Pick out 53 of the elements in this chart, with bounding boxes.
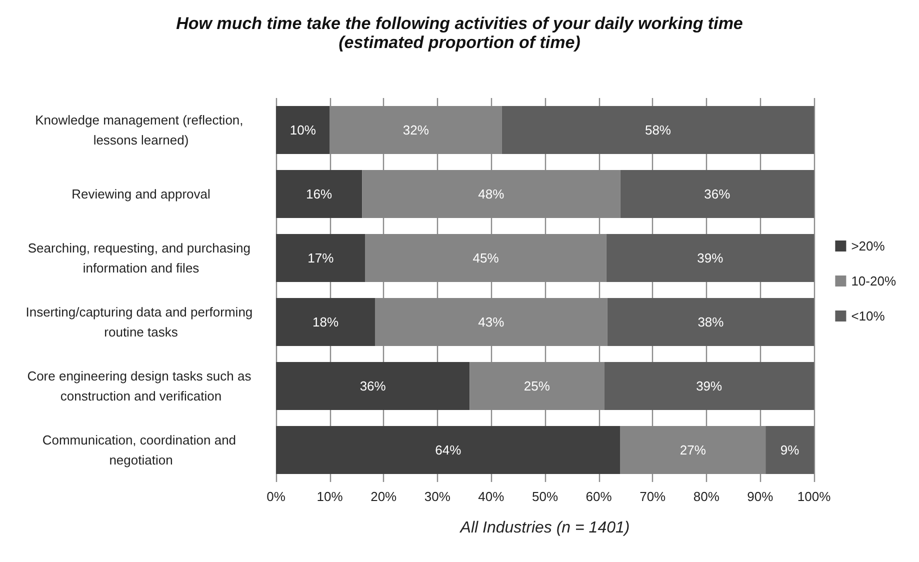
data-label: 45% [472,250,500,266]
bar [604,362,814,410]
x-tick-label: 10% [316,489,344,504]
data-label: 48% [478,186,505,202]
data-label: 9% [780,442,800,458]
bar [276,106,330,154]
data-label: 38% [698,314,724,330]
y-tick-label: Reviewing and approval [72,186,210,202]
y-tick-label: Inserting/capturing data and performing routine tasks [26,304,256,340]
data-label: 43% [478,314,505,330]
x-tick-label: 80% [693,489,720,504]
data-label: 36% [360,378,386,394]
data-label: 36% [704,186,731,202]
data-label: 39% [697,250,724,266]
bar [766,426,814,474]
x-tick-label: 0% [266,489,286,504]
chart-subtitle: (estimated proportion of time) [338,33,581,52]
x-tick-label: 60% [586,489,612,504]
data-label: 25% [524,378,550,394]
data-label: 17% [308,250,334,266]
data-label: 64% [435,442,462,458]
x-tick-label: 20% [370,489,398,504]
bar [607,298,814,346]
bar [502,106,814,154]
data-label: 32% [402,122,430,138]
data-label: 39% [696,378,723,394]
y-tick-label: Core engineering design tasks such as construction and verification [27,368,255,404]
x-tick-label: 40% [478,489,505,504]
bar [276,362,470,410]
y-tick-label: Searching, requesting, and purchasing information and files [28,240,254,276]
x-tick-label: 30% [424,489,451,504]
legend-label: 10-20% [851,274,896,288]
legend-label: <10% [851,308,886,324]
chart-title: How much time take the following activities of your daily working time [176,14,743,33]
x-tick-label: 90% [747,489,774,504]
data-label: 10% [290,122,316,138]
bar [276,298,375,346]
legend-label: >20% [851,238,886,254]
y-tick-label: Knowledge management (reflection, lessons learned) [35,112,247,148]
data-label: 58% [644,122,672,138]
data-label: 27% [680,442,706,458]
y-tick-label: Communication, coordination and negotiation [42,432,240,468]
bar [606,234,814,282]
x-axis-title: All Industries (n = 1401) [459,520,630,536]
bar [620,170,814,218]
bar [276,426,620,474]
data-label: 16% [306,186,332,202]
bar [276,234,366,282]
data-label: 18% [312,314,339,330]
x-tick-label: 50% [532,489,558,504]
x-tick-label: 70% [640,489,666,504]
x-tick-label: 100% [797,489,832,504]
bar [276,170,362,218]
